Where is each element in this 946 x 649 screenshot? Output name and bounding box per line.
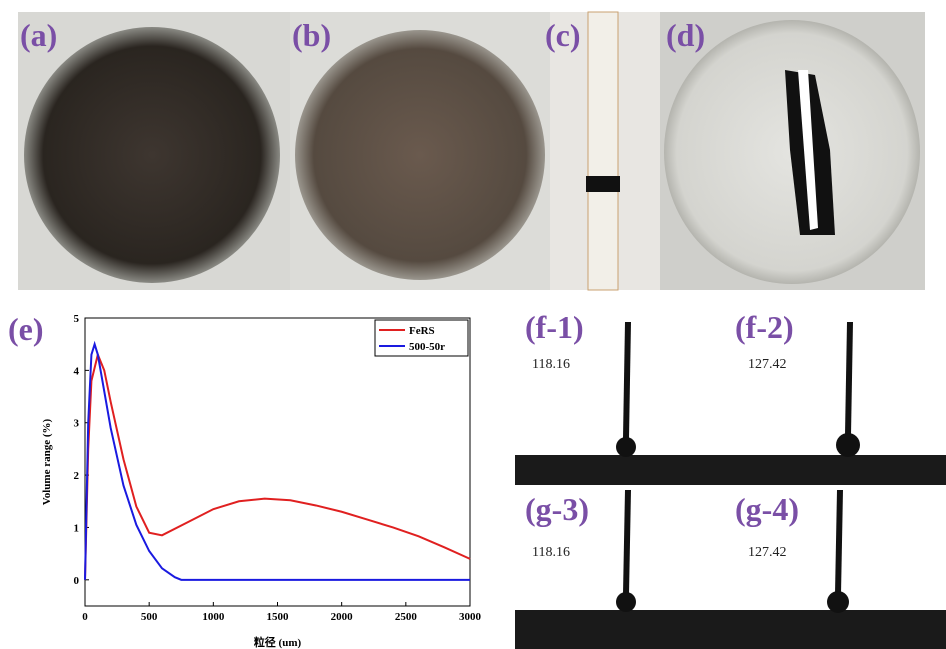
angle: 127.42 bbox=[748, 545, 787, 560]
series-line bbox=[85, 344, 470, 580]
panel-label: (f-2) bbox=[735, 309, 794, 345]
droplet bbox=[616, 437, 636, 457]
needle bbox=[838, 490, 840, 594]
plot-frame bbox=[85, 318, 470, 606]
panel-label: (f-1) bbox=[525, 309, 584, 345]
needle bbox=[626, 322, 628, 438]
panel-label: (c) bbox=[545, 17, 581, 53]
x-tick-label: 1000 bbox=[202, 611, 225, 623]
droplet bbox=[836, 433, 860, 457]
contact-angles: (f-1) 118.16 (f-2) 127.42 (g-3) 118.16 (… bbox=[515, 309, 946, 649]
x-tick-label: 2500 bbox=[395, 611, 418, 623]
legend-label: 500-50r bbox=[409, 341, 445, 353]
panel-label: (b) bbox=[292, 17, 331, 53]
x-tick-label: 3000 bbox=[459, 611, 482, 623]
y-tick-label: 0 bbox=[74, 575, 80, 587]
droplet bbox=[827, 591, 849, 613]
angle: 118.16 bbox=[532, 357, 570, 372]
y-tick-label: 3 bbox=[74, 418, 80, 430]
needle bbox=[848, 322, 850, 435]
angle: 127.42 bbox=[748, 357, 787, 372]
series-line bbox=[85, 355, 470, 580]
figure: (a) (b) (c) (d) (f-1) 118.16 (f-2) 127.4… bbox=[0, 0, 946, 649]
y-tick-label: 4 bbox=[74, 365, 80, 377]
dish bbox=[24, 27, 280, 283]
y-tick-label: 5 bbox=[74, 313, 80, 325]
substrate bbox=[515, 455, 946, 485]
panel-label: (a) bbox=[20, 17, 57, 53]
legend-label: FeRS bbox=[409, 325, 435, 337]
photos: (a) (b) (c) (d) bbox=[18, 12, 925, 290]
substrate bbox=[515, 610, 946, 649]
needle bbox=[626, 490, 628, 594]
dish bbox=[295, 30, 545, 280]
droplet bbox=[616, 592, 636, 612]
y-axis-label: Volume range (%) bbox=[41, 418, 53, 505]
angle: 118.16 bbox=[532, 545, 570, 560]
panel-label: (e) bbox=[8, 311, 44, 347]
panel-label: (g-3) bbox=[525, 491, 589, 527]
x-axis-label: 粒径 (um) bbox=[254, 635, 302, 649]
sample bbox=[586, 176, 620, 192]
panel-label: (d) bbox=[666, 17, 705, 53]
y-tick-label: 2 bbox=[74, 470, 80, 482]
x-tick-label: 0 bbox=[82, 611, 88, 623]
x-tick-label: 500 bbox=[141, 611, 158, 623]
cylinder bbox=[588, 12, 618, 290]
x-tick-label: 2000 bbox=[331, 611, 354, 623]
panel-label: (g-4) bbox=[735, 491, 799, 527]
y-tick-label: 1 bbox=[74, 522, 80, 534]
chart: 0 1 2 3 4 5 0 500 1000 1500 2000 2500 3000 粒径 (um) Vol… bbox=[41, 313, 482, 649]
x-tick-label: 1500 bbox=[267, 611, 290, 623]
